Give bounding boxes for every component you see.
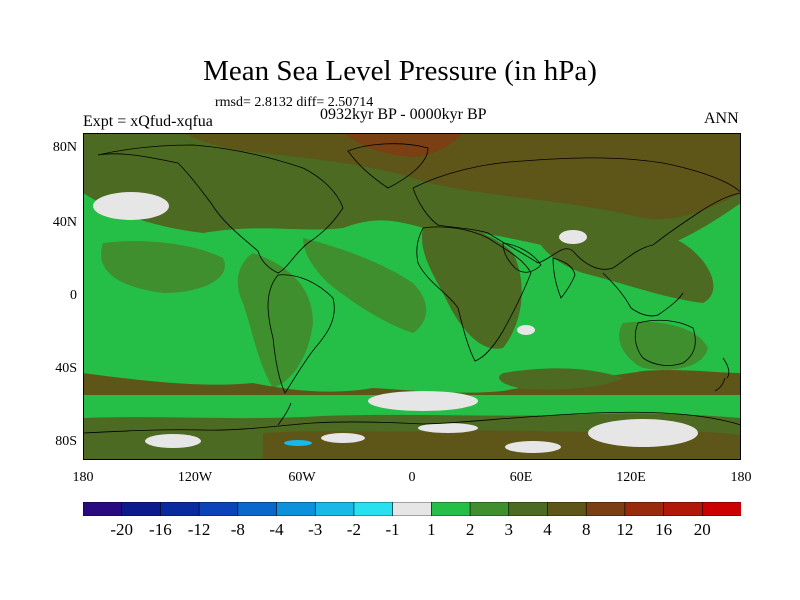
- experiment-label: Expt = xQfud-xqfua: [83, 113, 213, 130]
- antarctic-neutral-patch-4: [588, 419, 698, 447]
- arctic-brown-region: [183, 133, 741, 220]
- greenland-high-region: [343, 133, 463, 157]
- colorbar-swatch: [663, 502, 703, 516]
- colorbar-label: 20: [693, 520, 711, 539]
- colorbar-swatch: [547, 502, 587, 516]
- colorbar: [83, 502, 741, 516]
- australia-olive-region: [619, 321, 708, 370]
- rmsd-diff-stats: rmsd= 2.8132 diff= 2.50714: [215, 95, 374, 110]
- antarctic-cyan-patch: [284, 440, 312, 446]
- southern-ocean-dark-band: [499, 368, 623, 390]
- colorbar-label: 4: [543, 520, 552, 539]
- south-atlantic-neutral-patch: [368, 391, 478, 411]
- eurasia-coastline: [412, 157, 741, 270]
- x-tick-0: 0: [408, 470, 416, 485]
- colorbar-swatch: [160, 502, 200, 516]
- colorbar-label: -4: [269, 520, 284, 539]
- y-tick-80n: 80N: [52, 140, 77, 155]
- indian-ocean-neutral-patch: [517, 325, 535, 335]
- antarctic-neutral-patch-1: [145, 434, 201, 448]
- colorbar-swatch: [431, 502, 471, 516]
- x-tick-120w: 120W: [177, 470, 213, 485]
- australia-coastline: [634, 319, 696, 366]
- greenland-coastline: [347, 143, 429, 189]
- colorbar-label: 12: [616, 520, 634, 539]
- southern-ocean-brown-band: [83, 370, 741, 395]
- colorbar-swatch: [314, 502, 355, 516]
- x-tick-180w: 180: [72, 470, 94, 485]
- pressure-map: [83, 133, 741, 460]
- colorbar-swatch: [198, 502, 239, 516]
- map-frame: [83, 133, 741, 460]
- y-tick-40s: 40S: [55, 361, 77, 376]
- coastlines: [83, 143, 741, 434]
- colorbar-label: 8: [581, 520, 591, 539]
- colorbar-label: -2: [346, 520, 361, 539]
- colorbar-label: -8: [230, 520, 245, 539]
- y-tick-40n: 40N: [52, 215, 77, 230]
- x-tick-60e: 60E: [509, 470, 533, 485]
- colorbar-swatch: [624, 502, 665, 516]
- colorbar-label: 3: [504, 520, 514, 539]
- y-tick-0: 0: [70, 288, 77, 303]
- map-title: Mean Sea Level Pressure (in hPa): [203, 55, 597, 87]
- antarctic-neutral-patch-3: [418, 423, 478, 433]
- colorbar-label: -20: [110, 520, 134, 539]
- x-tick-120e: 120E: [616, 470, 646, 485]
- antarctica-coastline: [83, 411, 741, 434]
- colorbar-label: 2: [465, 520, 475, 539]
- colorbar-swatch: [469, 502, 510, 516]
- colorbar-swatch: [701, 502, 741, 516]
- south-america-coastline: [267, 274, 335, 394]
- africa-olive-region: [422, 226, 522, 349]
- antarctic-peninsula-coastline: [277, 402, 292, 426]
- north-pacific-neutral-patch: [93, 192, 169, 220]
- colorbar-swatch: [237, 502, 278, 516]
- south-america-olive-region: [237, 253, 313, 388]
- x-tick-180e: 180: [730, 470, 752, 485]
- y-tick-80s: 80S: [55, 434, 77, 449]
- antarctic-neutral-patch-2: [321, 433, 365, 443]
- atlantic-olive-region: [303, 238, 427, 333]
- colorbar-label: -1: [385, 520, 400, 539]
- colorbar-swatch: [585, 502, 626, 516]
- colorbar-swatch: [353, 502, 394, 516]
- colorbar-label: -16: [149, 520, 172, 539]
- africa-coastline: [416, 226, 532, 362]
- colorbar-label: -12: [187, 520, 211, 539]
- colorbar-label: -3: [308, 520, 323, 539]
- period-label: 0932kyr BP - 0000kyr BP: [320, 106, 487, 123]
- colorbar-label: 16: [655, 520, 673, 539]
- colorbar-label: 1: [427, 520, 436, 539]
- colorbar-swatch: [508, 502, 549, 516]
- antarctic-neutral-patch-5: [505, 441, 561, 453]
- central-asia-neutral-patch: [559, 230, 587, 244]
- colorbar-swatch: [392, 502, 432, 516]
- arabia-coastline: [502, 242, 542, 273]
- season-label: ANN: [704, 110, 739, 127]
- southeast-asia-coastline: [602, 272, 684, 317]
- colorbar-swatch: [276, 502, 316, 516]
- pacific-olive-region: [101, 241, 225, 293]
- x-tick-60w: 60W: [288, 470, 316, 485]
- india-coastline: [552, 257, 576, 299]
- north-america-coastline: [97, 144, 344, 274]
- colorbar-swatch: [83, 502, 123, 516]
- new-zealand-coastline: [714, 357, 730, 392]
- colorbar-swatch: [121, 502, 162, 516]
